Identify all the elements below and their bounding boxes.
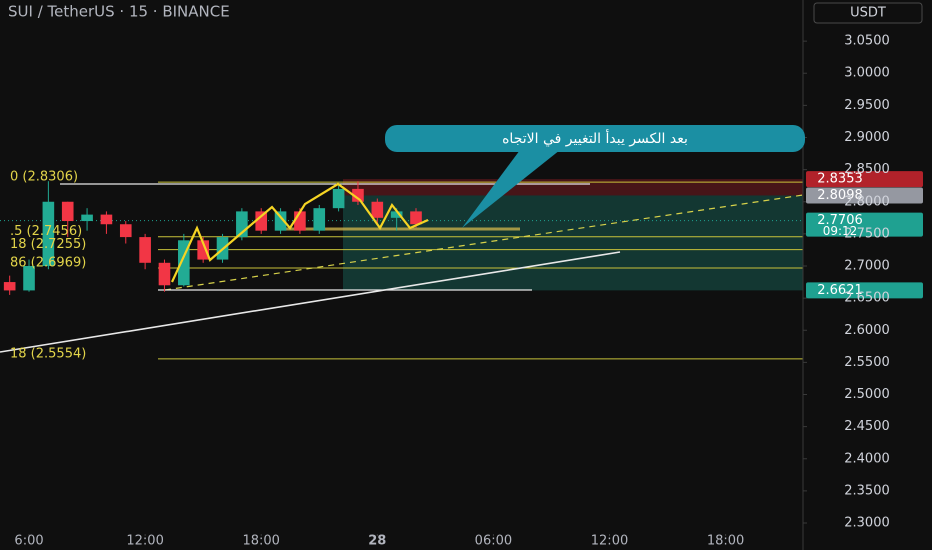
- y-tick-label: 2.9000: [844, 130, 890, 145]
- fib-label: .5 (2.7456): [10, 224, 82, 239]
- price-tag: [806, 212, 923, 237]
- fib-label: 0 (2.8306): [10, 170, 78, 185]
- y-tick-label: 3.0000: [844, 66, 890, 81]
- candle-body: [119, 224, 132, 238]
- candle-body: [23, 266, 35, 291]
- fib-label: 18 (2.5554): [10, 346, 86, 361]
- y-tick-label: 2.7500: [844, 226, 890, 241]
- currency-box: [813, 2, 923, 24]
- y-tick-label: 2.8500: [844, 162, 890, 177]
- price-tag-label: 2.6621: [817, 283, 863, 298]
- y-tick-label: 2.8000: [844, 194, 890, 209]
- stop-zone: [343, 179, 803, 196]
- candle-body: [158, 262, 171, 286]
- callout-pointer: [462, 150, 560, 228]
- y-tick-label: 2.5500: [844, 355, 890, 370]
- candle-body: [139, 237, 151, 263]
- x-tick-label: 12:00: [591, 534, 628, 549]
- candle-body: [3, 282, 16, 291]
- x-tick-label: 18:00: [707, 534, 744, 549]
- x-tick-label: 06:00: [475, 534, 512, 549]
- candle-body: [236, 211, 248, 238]
- y-tick-label: 2.9500: [844, 98, 890, 113]
- target-zone: [343, 195, 803, 291]
- y-tick-label: 2.4500: [844, 419, 890, 434]
- candle-body: [352, 188, 364, 202]
- x-tick-label: 6:00: [14, 534, 43, 549]
- price-tag-label: 2.8098: [817, 188, 863, 203]
- candle-body: [371, 201, 384, 218]
- y-tick-label: 2.6500: [844, 291, 890, 306]
- candle-body: [61, 201, 74, 222]
- candle-body: [313, 208, 326, 231]
- candle-body: [274, 211, 287, 231]
- y-tick-label: 2.4000: [844, 451, 890, 466]
- price-tag: [806, 171, 923, 188]
- candle-body: [255, 211, 268, 231]
- chart-title: SUI / TetherUS · 15 · BINANCE: [8, 3, 230, 21]
- y-tick-label: 2.6000: [844, 323, 890, 338]
- price-tag-time: 09:12: [823, 224, 858, 238]
- candle-body: [197, 240, 209, 260]
- candle-body: [294, 211, 306, 231]
- candle-body: [332, 188, 345, 209]
- candle-body: [100, 214, 113, 225]
- x-tick-label: 18:00: [242, 534, 279, 549]
- fib-label: 86 (2.6969): [10, 255, 86, 270]
- dashed-trend-line: [164, 194, 804, 291]
- y-tick-label: 2.3000: [844, 516, 890, 531]
- callout-box: [385, 125, 805, 152]
- candle-body: [178, 240, 190, 286]
- y-tick-label: 2.3500: [844, 483, 890, 498]
- trend-line: [0, 251, 621, 353]
- fib-label: 18 (2.7255): [10, 237, 86, 252]
- price-tag: [806, 187, 923, 204]
- y-tick-label: 2.5000: [844, 387, 890, 402]
- price-tag: [806, 282, 923, 299]
- candle-body: [390, 211, 403, 218]
- price-tag-label: 2.7706: [817, 213, 863, 228]
- candle-body: [410, 211, 422, 225]
- currency: USDT: [850, 6, 886, 21]
- candle-body: [81, 214, 93, 222]
- x-tick-label: 28: [368, 534, 386, 549]
- y-tick-label: 3.0500: [844, 34, 890, 49]
- candle-body: [42, 201, 55, 267]
- x-tick-label: 12:00: [126, 534, 163, 549]
- annotation: بعد الكسر يبدأ التغيير في الاتجاه: [502, 129, 688, 147]
- price-tag-label: 2.8353: [817, 172, 863, 187]
- pattern-zigzag: [171, 182, 429, 283]
- y-tick-label: 2.7000: [844, 259, 890, 274]
